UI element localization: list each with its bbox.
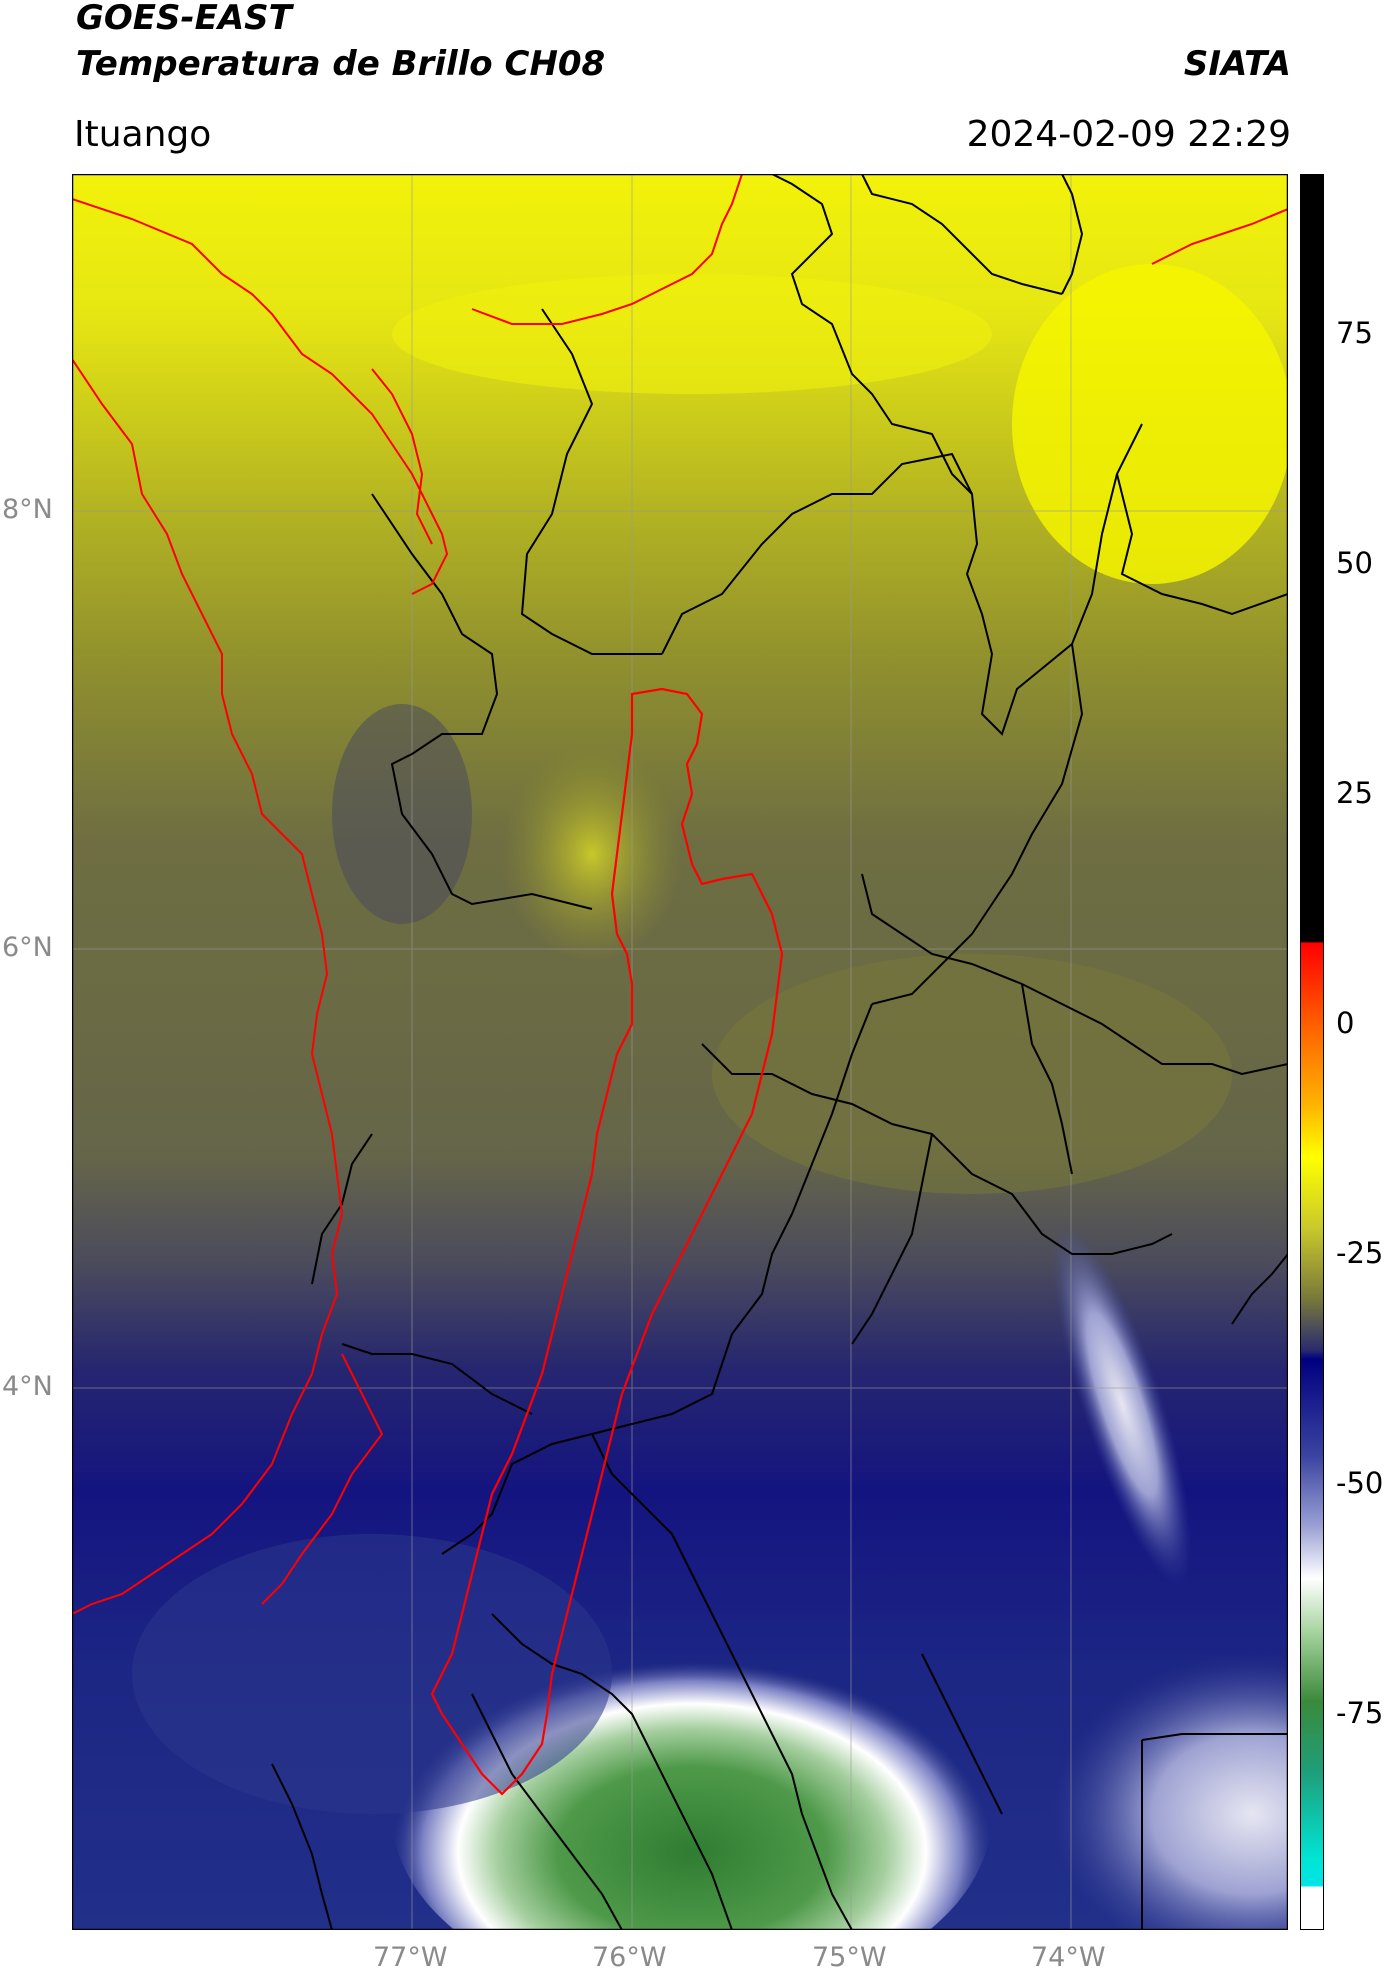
colorbar-tick: 75 [1336, 316, 1373, 350]
colorbar [1300, 174, 1324, 1930]
title-product: Temperatura de Brillo CH08 [76, 44, 606, 84]
lon-label: 76°W [592, 1942, 667, 1973]
timestamp-label: 2024-02-09 22:29 [966, 114, 1291, 155]
lon-label: 77°W [373, 1942, 448, 1973]
department-borders [271, 174, 1288, 1930]
colorbar-tick: 50 [1336, 546, 1373, 580]
title-satellite: GOES-EAST [76, 0, 292, 38]
colorbar-tick: 0 [1336, 1006, 1355, 1040]
agency-label: SIATA [1183, 44, 1291, 84]
colorbar-tick: -25 [1336, 1236, 1384, 1270]
colorbar-tick: 25 [1336, 776, 1373, 810]
location-label: Ituango [74, 114, 212, 155]
brightness-temperature-map [72, 174, 1288, 1930]
lon-label: 74°W [1031, 1942, 1106, 1973]
basin-outline [430, 687, 784, 1796]
lat-label: 8°N [2, 494, 53, 525]
colorbar-tick: -50 [1336, 1466, 1384, 1500]
map-frame [72, 174, 1288, 1930]
coastline [72, 174, 1288, 1615]
lat-label: 4°N [2, 1371, 53, 1402]
colorbar-tick: -75 [1336, 1696, 1384, 1730]
lon-label: 75°W [812, 1942, 887, 1973]
graticule [72, 174, 1288, 1930]
lat-label: 6°N [2, 932, 53, 963]
